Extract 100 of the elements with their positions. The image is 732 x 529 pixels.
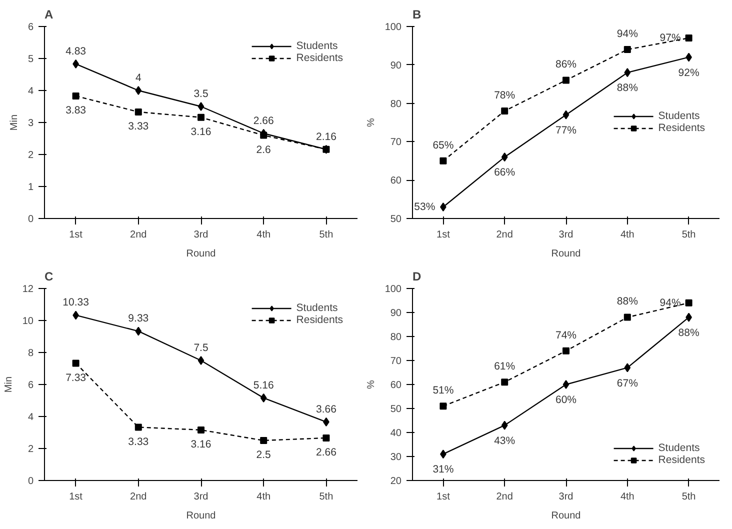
data-label: 7.5 [194, 342, 208, 354]
y-tick-label: 4 [28, 412, 34, 423]
data-label: 78% [494, 89, 516, 102]
x-tick-label: 3rd [194, 230, 208, 240]
x-axis-title: Round [186, 248, 216, 260]
data-label: 3.16 [190, 438, 212, 451]
x-tick-label: 5th [319, 492, 334, 502]
data-label: 5.16 [253, 379, 274, 392]
data-label: 53% [414, 200, 436, 213]
x-tick-label: 4th [620, 492, 634, 502]
data-label: 3.83 [66, 104, 86, 117]
y-tick-label: 80 [390, 98, 402, 110]
y-tick-label: 90 [390, 308, 402, 319]
x-tick-label: 1st [436, 230, 450, 240]
data-label: 2.6 [256, 144, 272, 156]
legend-label: Students [658, 110, 700, 122]
data-label: 2.5 [256, 449, 272, 462]
chart-title: B [412, 8, 422, 22]
data-label: 3.5 [194, 88, 208, 100]
data-label: 3.66 [316, 403, 337, 416]
data-label: 60% [555, 394, 577, 406]
x-tick-label: 5th [682, 230, 696, 240]
data-label: 10.33 [62, 296, 90, 309]
data-label: 3.16 [190, 126, 212, 138]
data-label: 51% [432, 384, 454, 396]
y-tick-label: 12 [22, 284, 34, 295]
x-tick-label: 5th [319, 230, 334, 240]
x-tick-label: 2nd [130, 492, 147, 502]
x-axis-title: Round [551, 248, 581, 260]
data-label: 2.66 [253, 114, 274, 127]
x-tick-label: 3rd [558, 230, 574, 240]
x-tick-label: 3rd [558, 492, 574, 502]
x-tick-label: 4th [256, 492, 271, 502]
data-label: 74% [555, 329, 577, 342]
chart-title: C [44, 270, 54, 284]
y-tick-label: 20 [390, 476, 402, 487]
data-label: 88% [678, 326, 700, 339]
legend-label: Residents [658, 454, 705, 466]
data-label: 94% [660, 296, 681, 309]
x-tick-label: 4th [256, 230, 271, 240]
legend-label: Students [296, 302, 338, 314]
y-tick-label: 60 [390, 380, 402, 391]
x-axis-title: Round [551, 510, 581, 522]
data-label: 94% [616, 28, 638, 40]
x-tick-label: 4th [620, 230, 634, 240]
data-label: 2.66 [316, 446, 337, 459]
y-tick-label: 0 [28, 476, 34, 487]
legend-label: Students [296, 40, 338, 52]
data-label: 3.33 [128, 436, 149, 448]
data-label: 4.83 [66, 45, 86, 58]
x-tick-label: 2nd [496, 230, 513, 240]
y-tick-label: 80 [390, 332, 402, 343]
legend-label: Students [658, 442, 700, 454]
data-label: 31% [432, 464, 454, 476]
x-tick-label: 1st [69, 230, 83, 240]
y-tick-label: 100 [384, 22, 402, 33]
chart-title: A [44, 8, 54, 22]
data-label: 9.33 [128, 312, 149, 325]
y-tick-label: 50 [390, 214, 402, 225]
y-tick-label: 2 [28, 150, 34, 161]
y-tick-label: 5 [28, 54, 34, 65]
data-label: 66% [494, 166, 516, 179]
x-tick-label: 5th [682, 492, 696, 502]
data-label: 92% [678, 66, 700, 79]
data-label: 88% [616, 82, 638, 94]
y-axis-title: % [366, 380, 377, 389]
y-tick-label: 10 [22, 316, 34, 327]
data-label: 61% [494, 360, 516, 372]
data-label: 43% [494, 434, 516, 447]
y-tick-label: 0 [28, 214, 34, 225]
legend-label: Residents [296, 314, 343, 326]
data-label: 3.33 [128, 120, 149, 133]
y-tick-label: 70 [390, 356, 402, 367]
y-tick-label: 70 [390, 137, 402, 148]
y-tick-label: 90 [390, 60, 402, 72]
data-label: 2.16 [316, 130, 337, 143]
y-tick-label: 60 [390, 176, 402, 187]
y-tick-label: 50 [390, 404, 402, 415]
x-tick-label: 2nd [130, 230, 147, 240]
data-label: 88% [616, 296, 638, 308]
x-tick-label: 2nd [496, 492, 513, 502]
y-tick-label: 8 [28, 348, 34, 359]
data-label: 4 [135, 72, 142, 84]
data-label: 65% [432, 139, 454, 152]
y-tick-label: 6 [28, 380, 34, 391]
data-label: 77% [555, 124, 577, 136]
y-tick-label: 3 [28, 118, 34, 129]
y-tick-label: 6 [28, 22, 34, 33]
y-tick-label: 100 [384, 284, 402, 295]
y-tick-label: 2 [28, 444, 34, 455]
x-tick-label: 1st [436, 492, 450, 502]
y-tick-label: 1 [28, 182, 34, 193]
legend-label: Residents [296, 52, 343, 64]
y-tick-label: 4 [28, 86, 34, 97]
legend-label: Residents [658, 122, 705, 134]
y-axis-title: % [366, 118, 377, 127]
data-label: 67% [616, 377, 638, 390]
x-tick-label: 3rd [194, 492, 208, 502]
chart-title: D [412, 270, 422, 284]
data-label: 86% [555, 58, 577, 71]
